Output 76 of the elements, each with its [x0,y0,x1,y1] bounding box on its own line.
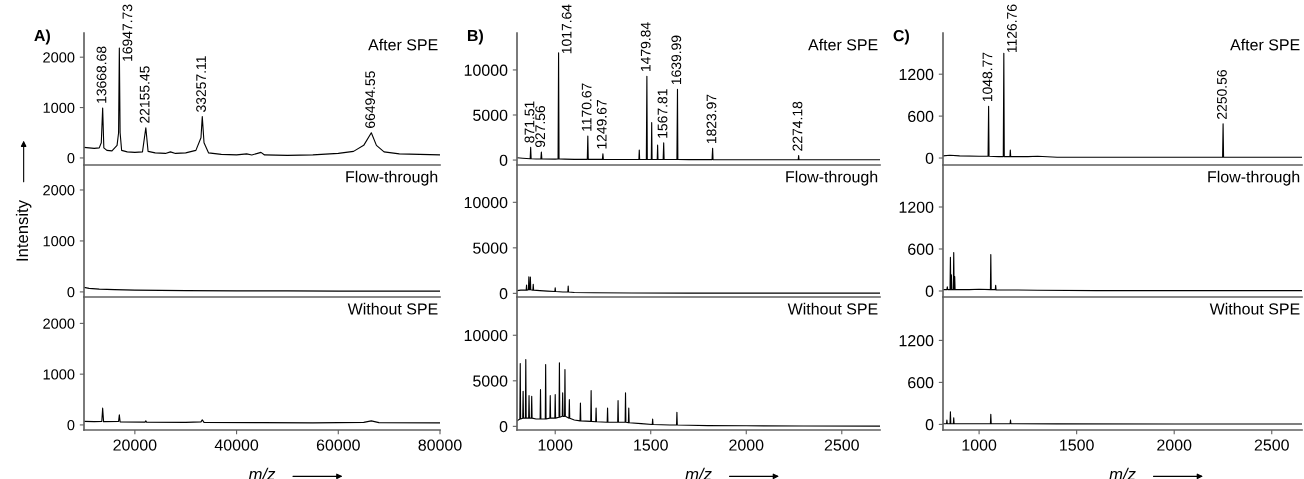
annotation: 22155.45 [139,66,150,123]
x-tick-label: 1000 [538,439,573,451]
y-tick-label: 0 [499,420,508,433]
line-series [943,411,1302,425]
y-tick-label: 1200 [899,68,934,81]
annotation: Without SPE [787,302,878,315]
y-tick-label: 5000 [473,375,508,387]
x-tick-label: 2000 [729,439,764,451]
annotation: 13668.68 [96,46,107,103]
y-tick-label: 0 [67,287,75,298]
line-series [517,276,880,294]
x-tick-label: 1500 [1060,439,1094,451]
y-tick-label: 5000 [473,242,508,254]
line-series [943,52,1302,158]
x-tick-label: 1000 [962,439,997,451]
y-tick-label: 600 [908,110,934,123]
y-tick-label: 1000 [43,102,75,113]
y-tick-label: 2000 [43,318,75,329]
annotation: Without SPE [1209,302,1300,315]
y-tick-label: 1000 [43,236,75,247]
annotation: 1048.77 [982,52,993,102]
y-tick-label: 600 [908,377,934,389]
chart-title: B) [467,29,483,45]
y-tick-label: 0 [67,420,75,431]
y-tick-label: 10000 [464,196,508,209]
y-tick-label: 0 [925,285,934,297]
y-tick-label: 2000 [43,52,75,63]
x-tick-label: 2000 [1157,439,1192,451]
y-axis-title: Intensity [15,200,32,261]
y-tick-label: 0 [925,152,934,164]
annotation: 16947.73 [122,4,133,61]
annotation: 66494.55 [365,71,376,128]
annotation: 1126.76 [1006,4,1017,53]
y-tick-label: 1200 [899,201,934,213]
annotation: 1249.67 [596,100,607,149]
x-tick-label: 40000 [214,439,259,451]
x-tick-label: 20000 [113,439,157,451]
y-tick-label: 0 [499,287,508,300]
annotation: Flow-through [1208,170,1300,186]
annotation: Flow-through [786,170,878,186]
annotation: 1823.97 [706,94,717,144]
line-series [84,407,440,424]
y-tick-label: 5000 [473,109,508,121]
annotation: After SPE [1230,38,1300,51]
annotation: 1479.84 [640,22,651,72]
y-tick-label: 10000 [464,329,508,342]
y-tick-label: 10000 [464,64,508,76]
y-tick-label: 0 [499,154,508,166]
annotation: After SPE [368,38,438,51]
annotation: After SPE [808,38,878,51]
annotation: Without SPE [347,302,438,315]
y-tick-label: 2000 [43,185,75,196]
annotation: Flow-through [346,170,438,186]
annotation: 1170.67 [581,83,592,131]
y-tick-label: 1000 [43,369,75,380]
annotation: 2274.18 [792,101,803,151]
y-tick-label: 1200 [899,335,934,347]
chart-title: A) [34,29,50,45]
annotation: 1639.99 [671,35,682,85]
x-tick-label: 80000 [418,439,462,451]
x-tick-label: 1500 [634,439,668,451]
annotation: 33257.11 [196,56,207,112]
x-tick-label: 2500 [824,439,859,451]
annotation: 2250.56 [1216,70,1227,119]
annotation: 1567.81 [657,89,668,138]
line-series [943,251,1302,292]
chart-title: C) [893,29,909,45]
x-tick-label: 2500 [1254,439,1289,451]
annotation: 1017.64 [561,4,572,54]
annotation: 871.51 [524,101,535,143]
annotation: 927.56 [535,105,546,148]
x-tick-label: 60000 [316,439,360,451]
y-tick-label: 0 [925,419,934,431]
line-series [517,359,880,427]
y-tick-label: 600 [908,243,934,255]
y-tick-label: 0 [67,153,75,164]
